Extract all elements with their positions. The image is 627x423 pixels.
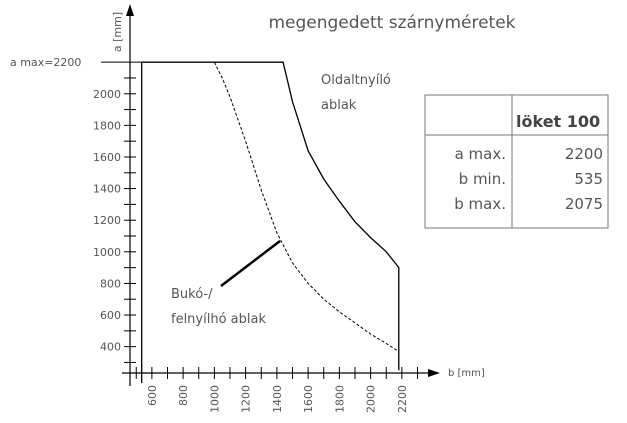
y-tick-label: 400	[100, 341, 121, 354]
y-tick-label: 1400	[93, 183, 121, 196]
x-tick-label: 2200	[396, 385, 409, 413]
y-tick-label: 1200	[93, 214, 121, 227]
x-tick-label: 2000	[365, 385, 378, 413]
series-line	[213, 61, 400, 352]
series-label: Bukó-/	[171, 287, 213, 302]
x-tick-label: 1800	[333, 385, 346, 413]
table-row-value: 535	[574, 170, 603, 188]
y-axis-label: a [mm]	[111, 12, 124, 52]
x-tick-label: 1000	[208, 385, 221, 413]
table-row-label: b max.	[454, 195, 506, 213]
x-tick-label: 800	[177, 385, 190, 406]
series-line	[141, 61, 400, 383]
series-label: felnyílhó ablak	[171, 312, 266, 327]
y-tick-label: 1600	[93, 151, 121, 164]
y-tick-label: a max=2200	[10, 56, 81, 69]
table: löket 100	[424, 94, 609, 229]
x-tick-label: 1400	[271, 385, 284, 413]
y-arrow	[126, 4, 134, 16]
chart-title: megengedett szárnyméretek	[268, 13, 515, 33]
table-row-value: 2075	[565, 195, 603, 213]
y-tick-label: 1800	[93, 119, 121, 132]
x-tick-label: 1600	[302, 385, 315, 413]
y-tick-label: 2000	[93, 88, 121, 101]
x-tick-label: 1200	[240, 385, 253, 413]
y-tick-label: 1000	[93, 246, 121, 259]
series-label: ablak	[321, 98, 357, 113]
x-tick-label: 600	[146, 385, 159, 406]
y-tick-label: 600	[100, 309, 121, 322]
table-border	[424, 94, 609, 229]
table-row-label: a max.	[455, 145, 506, 163]
x-axis-label: b [mm]	[448, 368, 485, 379]
pointer	[220, 240, 281, 287]
y-tick-label: 800	[100, 277, 121, 290]
table-row-value: 2200	[565, 145, 603, 163]
table-header: löket 100	[516, 112, 600, 131]
table-row-label: b min.	[459, 170, 506, 188]
series-label: Oldaltnyíló	[321, 73, 391, 88]
x-arrow	[428, 369, 440, 377]
